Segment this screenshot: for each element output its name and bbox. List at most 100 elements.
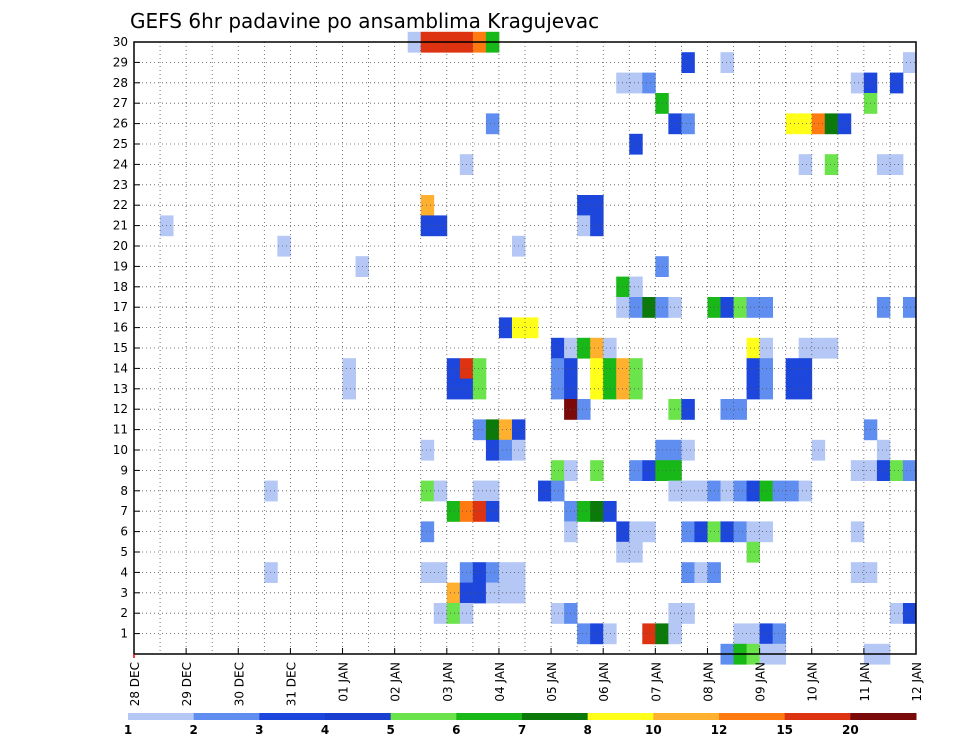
heatmap-cell xyxy=(785,113,800,135)
heatmap-cell xyxy=(420,215,435,237)
heatmap-cell xyxy=(681,52,695,73)
y-tick-label: 9 xyxy=(120,463,128,477)
heatmap-cells xyxy=(160,31,917,665)
x-tick-label: 29 DEC xyxy=(180,662,194,706)
heatmap-cell xyxy=(629,460,643,481)
y-tick-label: 13 xyxy=(113,382,128,396)
x-tick-label: 11 JAN xyxy=(858,662,872,702)
x-tick-label: 02 JAN xyxy=(389,662,403,702)
heatmap-cell xyxy=(264,562,278,583)
heatmap-cell xyxy=(668,439,682,461)
heatmap-cell xyxy=(876,154,891,175)
heatmap-cell xyxy=(629,541,643,563)
heatmap-cell xyxy=(798,480,813,502)
heatmap-cell xyxy=(498,562,513,583)
heatmap-cell xyxy=(498,419,513,441)
heatmap-cell xyxy=(876,439,891,461)
heatmap-cell xyxy=(785,378,800,400)
y-tick-label: 6 xyxy=(120,525,128,539)
legend-label: 5 xyxy=(386,723,394,737)
heatmap-cell xyxy=(629,72,643,94)
x-tick-label: 01 JAN xyxy=(337,662,351,702)
heatmap-cell xyxy=(876,460,891,481)
legend-swatch xyxy=(653,713,720,720)
heatmap-cell xyxy=(694,521,708,543)
heatmap-cell xyxy=(485,439,500,461)
legend-label: 2 xyxy=(189,723,197,737)
legend-label: 15 xyxy=(776,723,793,737)
y-tick-label: 2 xyxy=(120,606,128,620)
heatmap-cell xyxy=(603,623,617,645)
heatmap-cell xyxy=(577,215,591,237)
x-tick-label: 12 JAN xyxy=(910,662,924,702)
heatmap-cell xyxy=(590,460,604,481)
heatmap-cell xyxy=(342,358,356,379)
heatmap-cell xyxy=(433,603,448,624)
y-tick-label: 8 xyxy=(120,484,128,498)
heatmap-cell xyxy=(746,541,760,563)
y-tick-label: 24 xyxy=(113,157,128,171)
heatmap-cell xyxy=(798,337,813,359)
heatmap-cell xyxy=(590,337,604,359)
heatmap-cell xyxy=(472,419,487,441)
y-tick-label: 22 xyxy=(113,198,128,212)
heatmap-cell xyxy=(629,276,643,298)
legend-label: 8 xyxy=(583,723,591,737)
heatmap-cell xyxy=(798,113,813,135)
heatmap-cell xyxy=(668,623,682,645)
heatmap-cell xyxy=(551,378,565,400)
heatmap-cell xyxy=(433,480,448,502)
y-tick-label: 11 xyxy=(113,423,128,437)
heatmap-cell xyxy=(590,215,604,237)
heatmap-cell xyxy=(902,603,917,624)
heatmap-cell xyxy=(798,154,813,175)
y-tick-label: 28 xyxy=(113,76,128,90)
legend-swatch xyxy=(128,713,195,720)
heatmap-cell xyxy=(498,317,513,339)
heatmap-cell xyxy=(642,460,656,481)
heatmap-cell xyxy=(551,337,565,359)
heatmap-cell xyxy=(642,623,656,645)
heatmap-cell xyxy=(798,378,813,400)
heatmap-cell xyxy=(420,439,435,461)
heatmap-cell xyxy=(668,460,682,481)
x-tick-label: 30 DEC xyxy=(232,662,246,706)
y-tick-label: 1 xyxy=(120,627,128,641)
heatmap-cell xyxy=(446,582,461,604)
heatmap-cell xyxy=(485,480,500,502)
heatmap-cell xyxy=(681,562,695,583)
heatmap-cell xyxy=(720,297,734,318)
y-tick-label: 17 xyxy=(113,300,128,314)
y-tick-label: 23 xyxy=(113,178,128,192)
heatmap-cell xyxy=(668,113,682,135)
heatmap-cell xyxy=(577,195,591,216)
heatmap-cell xyxy=(889,603,904,624)
heatmap-cell xyxy=(642,521,656,543)
heatmap-cell xyxy=(681,439,695,461)
heatmap-cell xyxy=(577,501,591,522)
x-tick-label: 03 JAN xyxy=(441,662,455,702)
heatmap-cell xyxy=(590,623,604,645)
y-tick-label: 14 xyxy=(113,361,128,375)
heatmap-cell xyxy=(746,358,760,379)
legend-swatch xyxy=(193,713,260,720)
heatmap-cell xyxy=(681,480,695,502)
heatmap-cell xyxy=(446,603,461,624)
heatmap-cell xyxy=(694,480,708,502)
heatmap-cell xyxy=(746,297,760,318)
y-tick-label: 18 xyxy=(113,280,128,294)
y-tick-label: 10 xyxy=(113,443,128,457)
heatmap-cell xyxy=(551,480,565,502)
heatmap-cell xyxy=(746,521,760,543)
x-tick-label: 08 JAN xyxy=(701,662,715,702)
heatmap-cell xyxy=(720,521,734,543)
heatmap-cell xyxy=(681,521,695,543)
legend-label: 7 xyxy=(518,723,526,737)
legend-swatch xyxy=(390,713,457,720)
heatmap-cell xyxy=(264,480,278,502)
heatmap-cell xyxy=(824,154,839,175)
heatmap-cell xyxy=(720,480,734,502)
heatmap-cell xyxy=(277,235,291,257)
heatmap-cell xyxy=(342,378,356,400)
